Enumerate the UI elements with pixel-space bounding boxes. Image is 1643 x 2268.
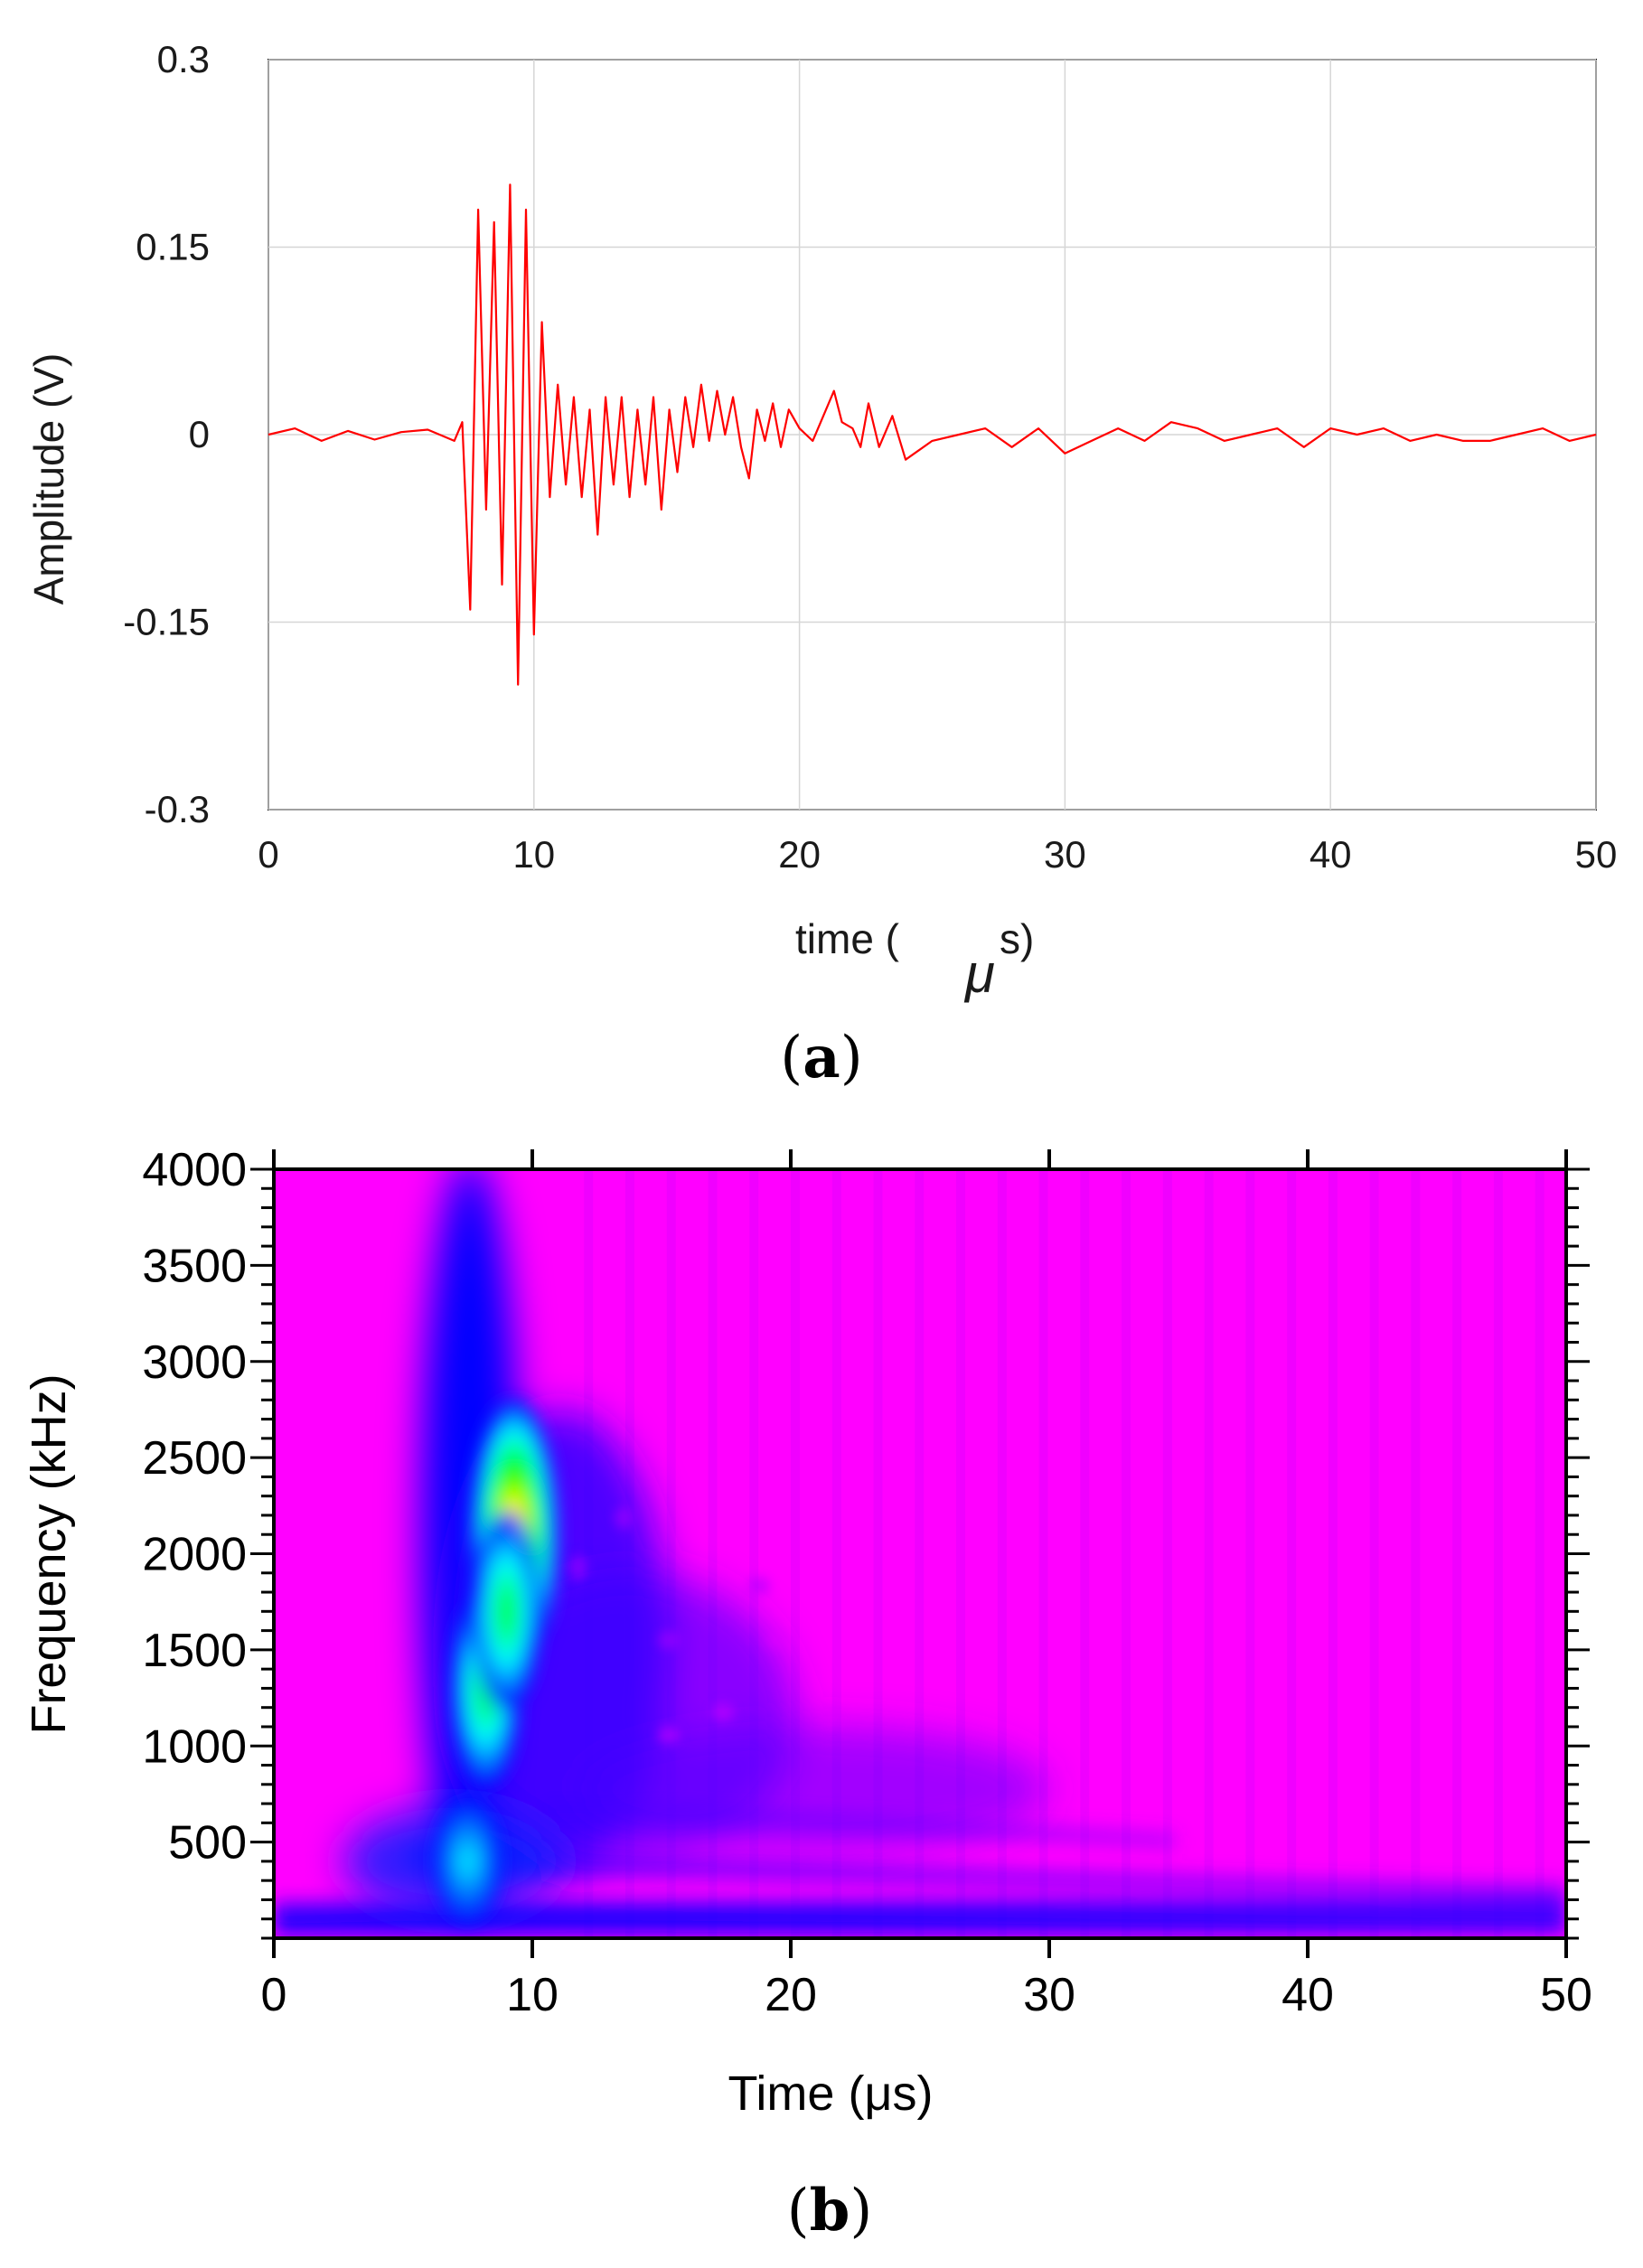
x-tick-label: 40 (1282, 1969, 1334, 2021)
x-axis-label-mu: μ (963, 943, 995, 1004)
y-axis-label-b: Frequency (kHz) (22, 1373, 76, 1734)
y-tick-label: 0.15 (136, 226, 210, 268)
y-tick-label: 2000 (142, 1529, 247, 1581)
x-tick-label: 20 (778, 833, 821, 876)
x-tick-label: 10 (512, 833, 555, 876)
x-ticks-b: 0 10 20 30 40 50 (261, 1149, 1592, 2021)
y-tick-label: 1500 (142, 1625, 247, 1677)
y-tick-label: 0.3 (157, 38, 210, 80)
y-tick-label: -0.15 (123, 601, 210, 643)
amplitude-chart: -0.3 -0.15 0 0.15 0.3 0 10 20 30 40 50 Amplitude … (25, 38, 1617, 1092)
spectrogram-chart: 0 10 20 30 40 50 500 1000 1500 2000 2500 3000 3500 4… (22, 1144, 1592, 2245)
x-axis-label-b: Time (μs) (728, 2067, 933, 2121)
x-tick-label: 0 (258, 833, 278, 876)
y-tick-label: 3500 (142, 1240, 247, 1292)
x-axis-label-a: time ( (795, 915, 900, 962)
y-tick-label: 2500 (142, 1432, 247, 1485)
y-axis-label-a: Amplitude (V) (25, 353, 72, 605)
grid-a (268, 59, 1597, 811)
x-ticks-a: 0 10 20 30 40 50 (258, 833, 1617, 876)
y-tick-label: 0 (189, 413, 210, 455)
caption-b: (b) (787, 2177, 873, 2245)
x-tick-label: 30 (1023, 1969, 1075, 2021)
y-tick-label: -0.3 (145, 788, 210, 830)
y-ticks-b: 500 1000 1500 2000 2500 3000 3500 4000 (142, 1144, 1590, 1940)
heatmap-peak (433, 1797, 502, 1925)
x-tick-label: 50 (1540, 1969, 1592, 2021)
x-tick-label: 20 (765, 1969, 817, 2021)
spectrogram-heatmap (274, 1169, 1566, 1938)
y-tick-label: 3000 (142, 1336, 247, 1389)
x-tick-label: 50 (1575, 833, 1618, 876)
x-tick-label: 40 (1310, 833, 1352, 876)
y-tick-label: 1000 (142, 1720, 247, 1773)
signal-line (268, 183, 1597, 686)
x-tick-label: 0 (261, 1969, 287, 2021)
x-axis-label-a-suffix: s) (1000, 915, 1034, 962)
y-tick-label: 500 (168, 1817, 247, 1870)
x-tick-label: 30 (1044, 833, 1086, 876)
y-ticks-a: -0.3 -0.15 0 0.15 0.3 (123, 38, 210, 830)
caption-a: (a) (780, 1024, 862, 1092)
y-tick-label: 4000 (142, 1144, 247, 1196)
heatmap-peak (472, 1512, 541, 1711)
x-tick-label: 10 (506, 1969, 559, 2021)
